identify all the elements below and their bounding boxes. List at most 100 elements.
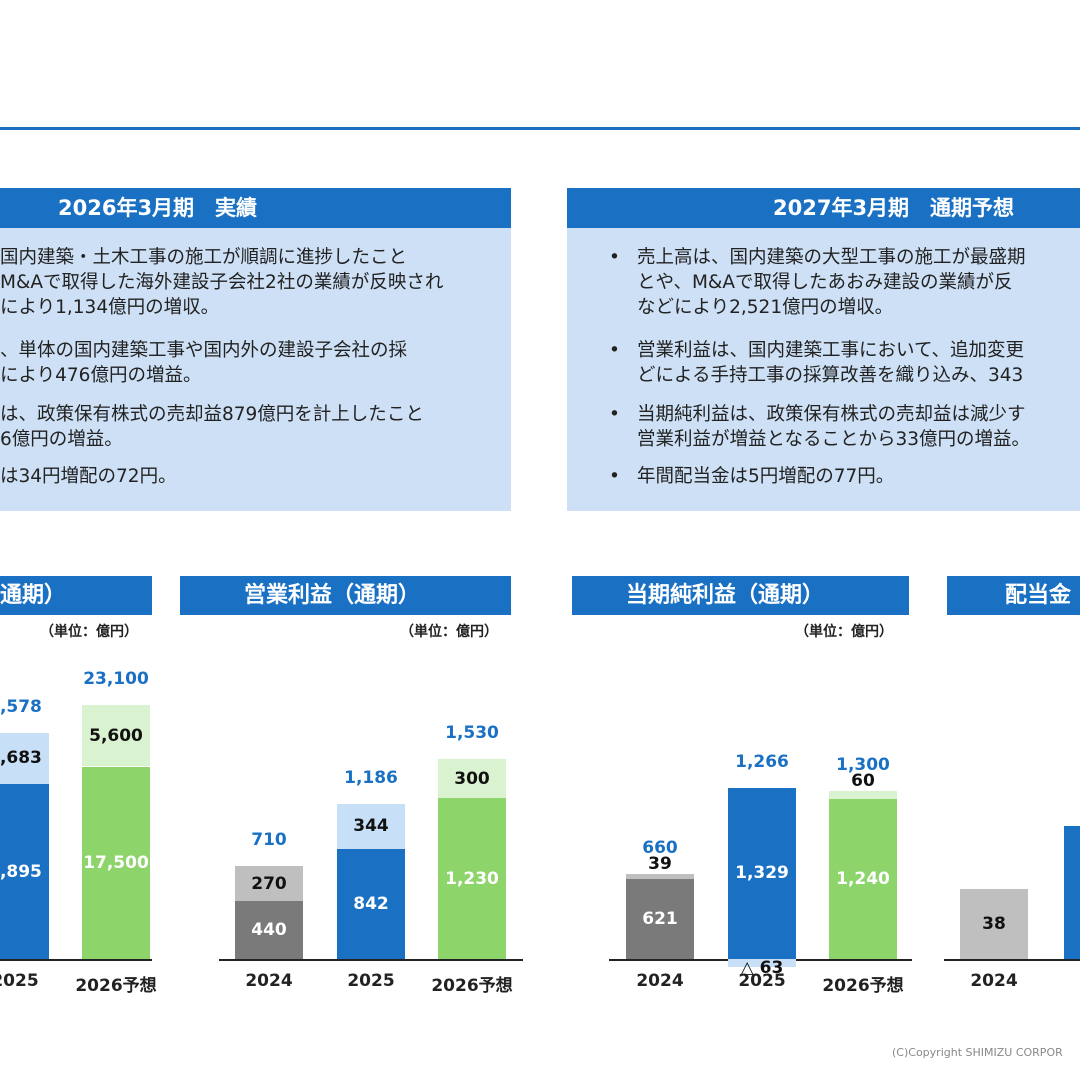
operating-income-bar-segment [235,901,303,959]
results-panel: 2026年3月期 実績 国内建築・土木工事の施工が順調に進捗したこと M&Aで取… [0,188,511,511]
dividend-bar-segment [1064,825,1080,959]
forecast-item-4-line-1: 年間配当金は5円増配の77円。 [637,466,895,487]
net-income-segment-label: 621 [642,908,678,929]
results-item-2-line-1: 、単体の国内建築工事や国内外の建設子会社の採 [0,340,408,361]
sales-segment-label: 4,683 [0,748,42,769]
operating-income-segment-label: 1,230 [445,868,499,889]
sales-segment-label: 17,500 [83,852,149,873]
results-item-4: は34円増配の72円。 [0,464,177,489]
forecast-item-1-line-1: 売上高は、国内建築の大型工事の施工が最盛期 [637,247,1026,268]
operating-income-chart-title-text: 営業利益（通期） [244,583,421,608]
net-income-unit-label: （単位：億円） [795,624,893,640]
results-item-2: 、単体の国内建築工事や国内外の建設子会社の採 により476億円の増益。 [0,338,407,388]
sales-total-label: 0,578 [0,696,42,717]
results-panel-title: 2026年3月期 実績 [0,188,511,228]
operating-income-bar-segment [438,759,506,799]
header-rule [0,127,1080,130]
sales-baseline [0,959,152,961]
net-income-category-label: 2026予想 [822,976,904,996]
bullet-icon: • [609,466,620,487]
forecast-item-1-line-3: などにより2,521億円の増収。 [637,297,894,318]
net-income-segment-label: 1,240 [836,869,890,890]
operating-income-baseline [219,959,523,961]
results-item-1-line-2: M&Aで取得した海外建設子会社2社の業績が反映され [0,272,444,293]
operating-income-total-label: 1,530 [445,723,499,744]
operating-income-segment-label: 842 [353,893,389,914]
sales-bar-segment [0,732,49,785]
operating-income-unit-label: （単位：億円） [400,624,498,640]
dividend-category-label: 2024 [970,971,1018,991]
net-income-category-label: 2025 [738,971,786,991]
net-income-segment-label: 1,329 [735,863,789,884]
forecast-item-3: • 当期純利益は、政策保有株式の売却益は減少す 営業利益が増益となることから33… [609,402,1030,452]
forecast-item-2: • 営業利益は、国内建築工事において、追加変更 どによる手持工事の採算改善を織り… [609,338,1024,388]
operating-income-bar-segment [438,798,506,959]
forecast-item-1-line-2: とや、M&Aで取得したあおみ建設の業績が反 [637,272,1013,293]
net-income-bar-segment [626,873,694,879]
net-income-total-label: 660 [642,837,678,858]
sales-chart-title: 通期） [0,576,152,615]
forecast-panel: 2027年3月期 通期予想 • 売上高は、国内建築の大型工事の施工が最盛期 とや… [567,188,1080,511]
operating-income-total-label: 1,186 [344,767,398,788]
sales-unit-label: （単位：億円） [40,624,138,640]
net-income-bar-segment [728,959,796,968]
operating-income-bar-segment [337,848,405,959]
forecast-item-4: • 年間配当金は5円増配の77円。 [609,464,894,489]
sales-chart-title-text: 通期） [0,583,67,608]
sales-bar-segment [82,704,150,767]
net-income-chart-title: 当期純利益（通期） [572,576,909,615]
operating-income-segment-label: 344 [353,816,389,837]
copyright-text: (C)Copyright SHIMIZU CORPOR [892,1046,1063,1059]
sales-category-label: 2025 [0,971,39,991]
operating-income-bar-segment [337,803,405,849]
dividend-chart-title: 配当金 [947,576,1080,615]
net-income-segment-label: 39 [648,853,672,874]
dividend-bar-segment [960,888,1028,959]
dividend-segment-label: 38 [982,913,1006,934]
results-item-1-line-1: 国内建築・土木工事の施工が順調に進捗したこと [0,247,408,268]
sales-bar-segment [0,784,49,959]
net-income-total-label: 1,266 [735,751,789,772]
results-item-2-line-2: により476億円の増益。 [0,365,202,386]
operating-income-total-label: 710 [251,830,287,851]
bullet-icon: • [609,247,620,268]
operating-income-chart-title: 営業利益（通期） [180,576,511,615]
net-income-chart-title-text: 当期純利益（通期） [626,583,825,608]
forecast-item-2-line-1: 営業利益は、国内建築工事において、追加変更 [637,340,1025,361]
bullet-icon: • [609,404,620,425]
net-income-segment-label: △ 63 [740,958,784,978]
net-income-category-label: 2024 [636,971,684,991]
forecast-item-3-line-2: 営業利益が増益となることから33億円の増益。 [637,429,1030,450]
results-item-1: 国内建築・土木工事の施工が順調に進捗したこと M&Aで取得した海外建設子会社2社… [0,245,443,320]
forecast-item-2-line-2: どによる手持工事の採算改善を織り込み、343 [637,365,1024,386]
forecast-item-1: • 売上高は、国内建築の大型工事の施工が最盛期 とや、M&Aで取得したあおみ建設… [609,245,1026,320]
results-title-text: 2026年3月期 実績 [58,196,258,220]
operating-income-category-label: 2024 [245,971,293,991]
results-item-3-line-1: は、政策保有株式の売却益879億円を計上したこと [0,404,424,425]
operating-income-segment-label: 270 [251,873,287,894]
operating-income-segment-label: 440 [251,920,287,941]
results-item-3-line-2: 6億円の増益。 [0,429,123,450]
sales-total-label: 23,100 [83,668,149,689]
sales-category-label: 2026予想 [75,976,157,996]
results-item-3: は、政策保有株式の売却益879億円を計上したこと 6億円の増益。 [0,402,424,452]
net-income-total-label: 1,300 [836,755,890,776]
forecast-title-text: 2027年3月期 通期予想 [773,196,1015,220]
sales-bar-segment [82,766,150,959]
operating-income-category-label: 2026予想 [431,976,513,996]
net-income-bar-segment [728,787,796,959]
net-income-segment-label: 60 [851,771,875,792]
results-item-4-line-1: は34円増配の72円。 [0,466,177,487]
forecast-item-3-line-1: 当期純利益は、政策保有株式の売却益は減少す [637,404,1026,425]
dividend-baseline [944,959,1080,961]
forecast-panel-title: 2027年3月期 通期予想 [567,188,1080,228]
net-income-bar-segment [829,799,897,959]
dividend-chart-title-text: 配当金 [1005,583,1072,608]
sales-segment-label: 5,600 [89,725,143,746]
net-income-bar-segment [829,791,897,800]
net-income-bar-segment [626,878,694,959]
bullet-icon: • [609,340,620,361]
results-item-1-line-3: により1,134億円の増収。 [0,297,220,318]
operating-income-segment-label: 300 [454,768,490,789]
sales-segment-label: 5,895 [0,861,42,882]
